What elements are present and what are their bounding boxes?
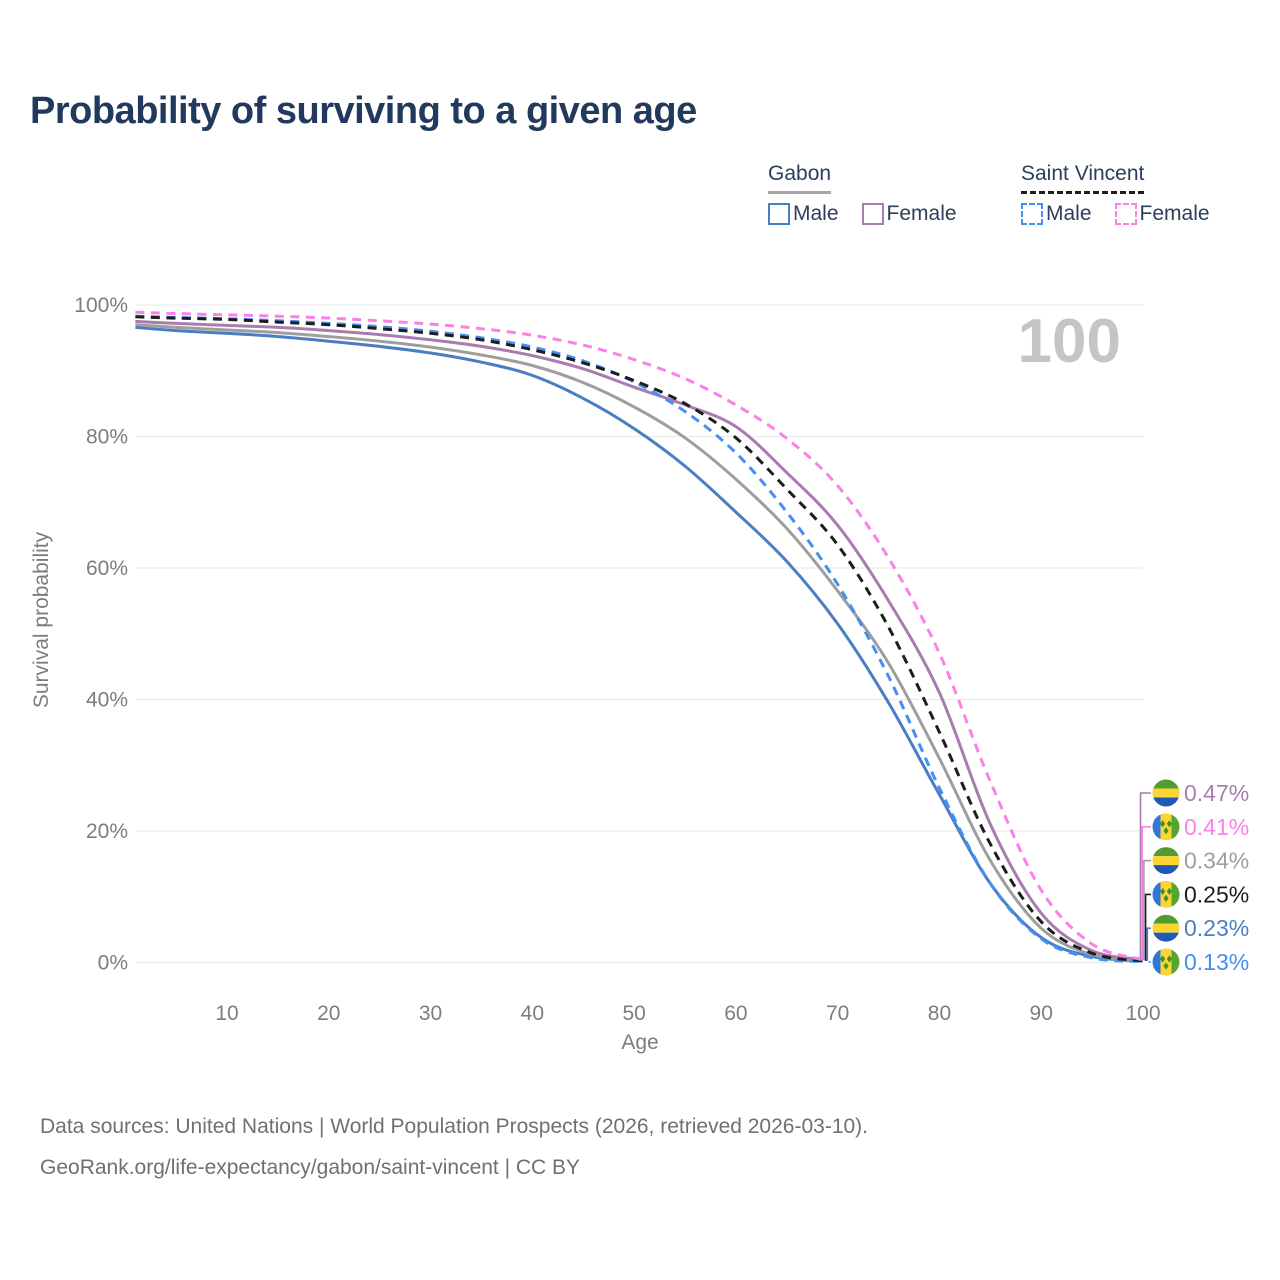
saint-vincent-flag-icon — [1152, 948, 1180, 976]
end-label-saint-vincent-both-sexes: 0.25% — [1152, 880, 1249, 908]
legend-item-saint-vincent-male[interactable]: Male — [1021, 202, 1092, 226]
y-axis-title: Survival probability — [30, 531, 53, 708]
legend-item-gabon-male[interactable]: Male — [768, 202, 839, 226]
x-tick-label: 50 — [622, 1002, 645, 1025]
end-label-gabon-male: 0.23% — [1152, 914, 1249, 942]
x-tick-label: 30 — [419, 1002, 442, 1025]
series-line-saint-vincent-both-sexes[interactable] — [135, 315, 1144, 963]
series-line-gabon-male[interactable] — [135, 325, 1144, 963]
end-label-value: 0.23% — [1184, 915, 1249, 941]
end-label-connector — [1143, 859, 1151, 961]
x-tick-label: 80 — [928, 1002, 951, 1025]
x-tick-label: 90 — [1030, 1002, 1053, 1025]
end-label-saint-vincent-male: 0.13% — [1152, 948, 1249, 976]
y-tick-label: 40% — [86, 689, 128, 712]
legend-item-gabon-female[interactable]: Female — [861, 202, 957, 226]
end-label-gabon-female: 0.47% — [1152, 779, 1249, 807]
gabon-flag-icon — [1152, 914, 1180, 942]
gabon-flag-icon — [1152, 779, 1180, 807]
legend-group-title-gabon: Gabon — [768, 162, 832, 194]
legend-item-label: Female — [886, 202, 957, 225]
saint-vincent-flag-icon — [1152, 813, 1180, 841]
series-line-saint-vincent-female[interactable] — [135, 310, 1144, 962]
gabon-male-swatch-icon — [768, 203, 790, 225]
footer: Data sources: United Nations | World Pop… — [40, 1106, 868, 1188]
legend-group-title-saint-vincent: Saint Vincent — [1021, 162, 1145, 194]
x-tick-label: 40 — [521, 1002, 544, 1025]
y-tick-label: 0% — [98, 952, 128, 975]
y-tick-label: 60% — [86, 557, 128, 580]
series-line-gabon-female[interactable] — [135, 319, 1144, 961]
end-label-saint-vincent-female: 0.41% — [1152, 813, 1249, 841]
saint-vincent-flag-icon — [1152, 880, 1180, 908]
end-label-value: 0.34% — [1184, 848, 1249, 874]
gabon-flag-icon — [1152, 847, 1180, 875]
legend-item-label: Female — [1139, 202, 1210, 225]
x-tick-label: 70 — [826, 1002, 849, 1025]
y-tick-label: 20% — [86, 820, 128, 843]
series-line-gabon-both-sexes[interactable] — [135, 323, 1144, 962]
legend-item-label: Male — [1046, 202, 1092, 225]
legend-group-gabon: Gabon Male Female — [768, 162, 957, 226]
end-label-value: 0.47% — [1184, 780, 1249, 806]
legend-item-label: Male — [793, 202, 839, 225]
y-tick-label: 80% — [86, 426, 128, 449]
saint-vincent-female-swatch-icon — [1114, 203, 1137, 225]
end-label-connector — [1139, 792, 1151, 960]
footer-attribution: GeoRank.org/life-expectancy/gabon/saint-… — [40, 1156, 581, 1179]
end-label-connector — [1141, 826, 1151, 960]
x-tick-label: 10 — [215, 1002, 238, 1025]
x-tick-label: 60 — [724, 1002, 747, 1025]
end-label-connector — [1146, 927, 1151, 961]
end-label-value: 0.41% — [1184, 814, 1249, 840]
x-tick-label: 100 — [1125, 1002, 1160, 1025]
end-label-value: 0.13% — [1184, 949, 1249, 975]
x-tick-label: 20 — [317, 1002, 340, 1025]
end-label-gabon-both-sexes: 0.34% — [1152, 847, 1249, 875]
page-title: Probability of surviving to a given age — [30, 90, 697, 132]
age-watermark: 100 — [1018, 307, 1121, 376]
legend-group-saint-vincent: Saint Vincent Male Female — [1021, 162, 1210, 226]
end-label-connector — [1144, 893, 1151, 961]
end-label-value: 0.25% — [1184, 881, 1249, 907]
gabon-female-swatch-icon — [861, 203, 884, 225]
x-axis-title: Age — [621, 1031, 658, 1054]
footer-sources: Data sources: United Nations | World Pop… — [40, 1115, 869, 1138]
legend-item-saint-vincent-female[interactable]: Female — [1114, 202, 1210, 226]
y-tick-label: 100% — [74, 294, 128, 317]
saint-vincent-male-swatch-icon — [1021, 203, 1043, 225]
